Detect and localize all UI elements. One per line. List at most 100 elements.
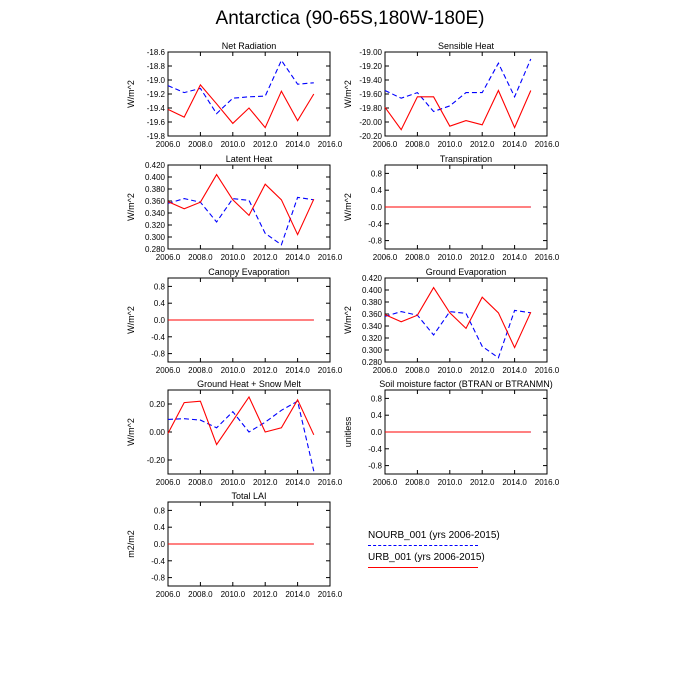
- panel-title: Sensible Heat: [438, 41, 495, 51]
- x-tick-label: 2016.0: [318, 478, 343, 487]
- y-axis-label: W/m^2: [126, 80, 136, 108]
- plot-frame: [384, 51, 548, 137]
- y-tick-label: -20.20: [359, 132, 382, 141]
- page-title: Antarctica (90-65S,180W-180E): [215, 8, 485, 29]
- legend: NOURB_001 (yrs 2006-2015) URB_001 (yrs 2…: [368, 528, 508, 572]
- y-tick-label: -0.4: [151, 557, 165, 566]
- y-tick-label: 0.0: [154, 316, 166, 325]
- y-tick-label: 0.280: [145, 245, 166, 254]
- y-tick-label: -20.00: [359, 118, 382, 127]
- y-axis-label: W/m^2: [126, 306, 136, 334]
- plot-frame: [384, 277, 548, 363]
- series-line-urb: [384, 286, 532, 349]
- x-tick-label: 2006.0: [373, 366, 398, 375]
- y-tick-label: -0.20: [147, 456, 166, 465]
- y-tick-label: 0.420: [145, 161, 166, 170]
- x-tick-label: 2012.0: [470, 478, 495, 487]
- x-tick-label: 2012.0: [253, 253, 278, 262]
- x-tick-label: 2008.0: [188, 478, 213, 487]
- x-tick-label: 2006.0: [156, 253, 181, 262]
- y-tick-label: -19.80: [359, 104, 382, 113]
- y-tick-label: -19.4: [147, 104, 166, 113]
- y-tick-label: -0.8: [151, 574, 165, 583]
- x-tick-label: 2016.0: [535, 140, 560, 149]
- y-tick-label: 0.340: [145, 209, 166, 218]
- y-tick-label: 0.340: [362, 322, 383, 331]
- panel-title: Latent Heat: [226, 154, 273, 164]
- x-tick-label: 2006.0: [156, 140, 181, 149]
- y-tick-label: -19.2: [147, 90, 166, 99]
- series-line-nourb: [384, 58, 532, 113]
- panel-latent-heat: Latent Heat W/m^2 2006.0 2008.0 2010.0 2012.0…: [126, 154, 343, 262]
- y-tick-label: -0.8: [151, 350, 165, 359]
- series-line-nourb: [167, 400, 315, 472]
- x-tick-label: 2006.0: [156, 590, 181, 599]
- legend-line-urb: [368, 567, 478, 568]
- panel-title: Ground Heat + Snow Melt: [197, 379, 301, 389]
- x-tick-label: 2010.0: [438, 366, 463, 375]
- y-tick-label: 0.4: [154, 523, 166, 532]
- x-tick-label: 2012.0: [470, 253, 495, 262]
- y-tick-label: -0.8: [368, 462, 382, 471]
- legend-entry-urb: URB_001 (yrs 2006-2015): [368, 550, 508, 572]
- x-tick-label: 2006.0: [373, 140, 398, 149]
- y-tick-label: 0.4: [154, 299, 166, 308]
- plot-frame: [167, 164, 331, 250]
- panel-net-radiation: Net Radiation W/m^2 2006.0 2008.0 2010.0 2012…: [126, 41, 343, 149]
- plot-frame: [167, 51, 331, 137]
- x-tick-label: 2008.0: [405, 140, 430, 149]
- x-tick-label: 2014.0: [285, 366, 310, 375]
- y-tick-label: 0.320: [145, 221, 166, 230]
- x-tick-label: 2014.0: [502, 366, 527, 375]
- panel-canopy-evaporation: Canopy Evaporation W/m^2 2006.0 2008.0 2010.…: [126, 267, 343, 375]
- legend-label-nourb: NOURB_001 (yrs 2006-2015): [368, 530, 500, 541]
- y-tick-label: 0.8: [371, 169, 383, 178]
- legend-label-urb: URB_001 (yrs 2006-2015): [368, 552, 485, 563]
- y-tick-label: 0.4: [371, 186, 383, 195]
- y-tick-label: 0.8: [154, 506, 166, 515]
- y-tick-label: -0.4: [151, 333, 165, 342]
- y-tick-label: 0.400: [145, 173, 166, 182]
- panel-title: Ground Evaporation: [426, 267, 507, 277]
- y-tick-label: 0.0: [371, 428, 383, 437]
- series-line-nourb: [167, 196, 314, 246]
- y-tick-label: 0.0: [154, 540, 166, 549]
- y-tick-label: 0.280: [362, 358, 383, 367]
- x-tick-label: 2016.0: [535, 253, 560, 262]
- x-tick-label: 2016.0: [318, 140, 343, 149]
- x-tick-label: 2012.0: [470, 140, 495, 149]
- y-tick-label: -0.8: [368, 237, 382, 246]
- y-tick-label: -18.6: [147, 48, 166, 57]
- y-tick-label: -19.40: [359, 76, 382, 85]
- x-tick-label: 2006.0: [373, 478, 398, 487]
- y-tick-label: 0.360: [362, 310, 383, 319]
- panel-sensible-heat: Sensible Heat W/m^2 2006.0 2008.0 2010.0 2012…: [343, 41, 560, 149]
- y-tick-label: 0.4: [371, 411, 383, 420]
- x-tick-label: 2014.0: [502, 140, 527, 149]
- x-tick-label: 2014.0: [285, 590, 310, 599]
- x-tick-label: 2014.0: [502, 253, 527, 262]
- y-tick-label: -19.20: [359, 62, 382, 71]
- panel-total-lai: Total LAI m2/m2 2006.0 2008.0 2010.0 2012.0 20…: [126, 491, 343, 599]
- panel-title: Soil moisture factor (BTRAN or BTRANMN): [379, 379, 553, 389]
- x-tick-label: 2006.0: [156, 478, 181, 487]
- x-tick-label: 2008.0: [188, 140, 213, 149]
- y-tick-label: 0.380: [145, 185, 166, 194]
- legend-line-nourb: [368, 545, 478, 546]
- x-tick-label: 2006.0: [156, 366, 181, 375]
- y-axis-label: W/m^2: [343, 306, 353, 334]
- x-tick-label: 2008.0: [188, 366, 213, 375]
- y-tick-label: 0.400: [362, 286, 383, 295]
- series-line-urb: [167, 395, 315, 446]
- y-axis-label: W/m^2: [126, 193, 136, 221]
- y-tick-label: 0.20: [149, 400, 165, 409]
- y-tick-label: -19.0: [147, 76, 166, 85]
- x-tick-label: 2010.0: [221, 366, 246, 375]
- y-tick-label: 0.00: [149, 428, 165, 437]
- x-tick-label: 2008.0: [188, 253, 213, 262]
- x-tick-label: 2010.0: [221, 590, 246, 599]
- x-tick-label: 2008.0: [405, 366, 430, 375]
- y-tick-label: 0.300: [362, 346, 383, 355]
- x-tick-label: 2010.0: [221, 140, 246, 149]
- series-line-nourb: [384, 309, 531, 359]
